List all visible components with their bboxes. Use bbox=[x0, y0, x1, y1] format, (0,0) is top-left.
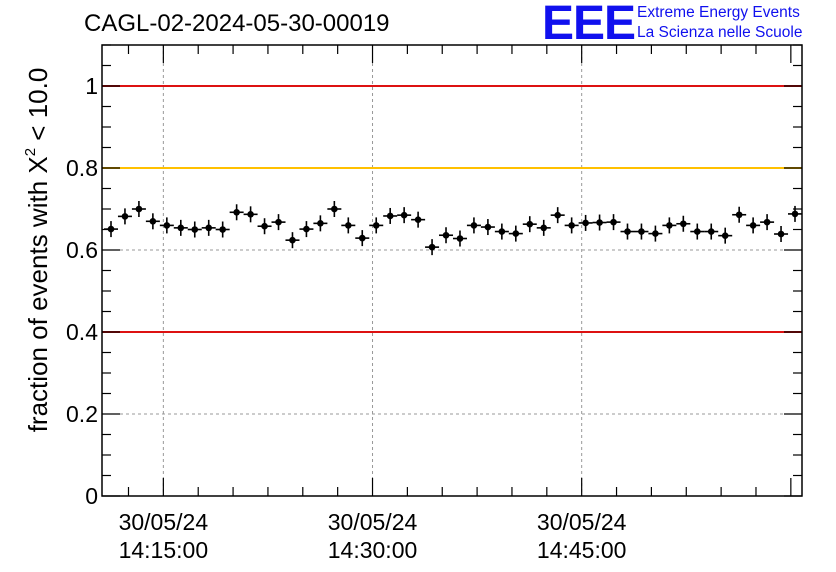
data-point bbox=[229, 204, 244, 221]
data-point bbox=[788, 205, 802, 222]
data-point bbox=[215, 221, 230, 238]
data-point bbox=[257, 218, 272, 235]
data-point bbox=[732, 206, 747, 223]
data-point bbox=[383, 207, 398, 224]
logo-mark: EEE bbox=[542, 0, 636, 50]
data-point bbox=[536, 219, 551, 236]
data-point bbox=[522, 216, 537, 233]
data-point bbox=[271, 214, 286, 231]
y-tick-label: 0 bbox=[85, 483, 98, 509]
data-point bbox=[746, 217, 761, 234]
data-point bbox=[494, 223, 509, 240]
data-point bbox=[578, 214, 593, 231]
data-point bbox=[425, 239, 440, 256]
data-point bbox=[480, 219, 495, 236]
x-tick-label-date: 30/05/24 bbox=[328, 509, 418, 535]
x-tick-label-time: 14:30:00 bbox=[328, 537, 418, 563]
data-point bbox=[355, 230, 370, 247]
data-point bbox=[117, 208, 132, 225]
x-tick-label-time: 14:15:00 bbox=[119, 537, 209, 563]
data-point bbox=[676, 215, 691, 232]
data-point bbox=[662, 217, 677, 234]
data-point bbox=[760, 214, 775, 231]
data-point bbox=[704, 223, 719, 240]
y-axis-label-suffix: < 10.0 bbox=[23, 67, 53, 148]
data-point bbox=[592, 214, 607, 231]
y-tick-label: 0.6 bbox=[66, 237, 98, 263]
data-point bbox=[606, 214, 621, 231]
data-point bbox=[550, 207, 565, 224]
data-point bbox=[327, 201, 342, 217]
y-tick-label: 1 bbox=[85, 73, 98, 99]
data-point bbox=[774, 226, 789, 243]
data-point bbox=[159, 217, 174, 234]
data-point bbox=[299, 221, 314, 238]
data-point bbox=[620, 223, 635, 240]
data-point bbox=[718, 227, 733, 244]
data-point bbox=[173, 219, 188, 236]
logo-line-1: Extreme Energy Events bbox=[637, 4, 800, 21]
data-point bbox=[634, 223, 649, 240]
data-point bbox=[243, 206, 258, 223]
data-point bbox=[201, 219, 216, 236]
y-tick-label: 0.8 bbox=[66, 155, 98, 181]
data-point bbox=[648, 225, 663, 242]
data-point bbox=[439, 227, 454, 244]
x-tick-label-date: 30/05/24 bbox=[119, 509, 209, 535]
y-tick-label: 0.4 bbox=[66, 319, 98, 345]
data-point bbox=[411, 211, 426, 228]
x-tick-label-date: 30/05/24 bbox=[537, 509, 627, 535]
data-point bbox=[131, 201, 146, 217]
data-point bbox=[690, 223, 705, 240]
y-axis-label-prefix: fraction of events with X bbox=[23, 156, 53, 433]
data-point bbox=[285, 232, 300, 249]
data-point bbox=[508, 225, 523, 242]
logo-line-2: La Scienza nelle Scuole bbox=[637, 24, 803, 41]
data-point bbox=[397, 207, 412, 224]
data-point bbox=[466, 217, 481, 234]
data-point bbox=[104, 221, 118, 238]
y-axis-label-superscript: 2 bbox=[22, 147, 39, 157]
data-point bbox=[313, 215, 328, 232]
data-point bbox=[187, 221, 202, 238]
data-point bbox=[452, 230, 467, 247]
eee-logo: EEE Extreme Energy Events La Scienza nel… bbox=[542, 0, 832, 50]
y-axis-label: fraction of events with X2 < 10.0 bbox=[22, 68, 54, 433]
x-tick-label-time: 14:45:00 bbox=[537, 537, 627, 563]
y-tick-label: 0.2 bbox=[66, 401, 98, 427]
chart-title: CAGL-02-2024-05-30-00019 bbox=[84, 10, 390, 37]
plot-frame bbox=[101, 44, 803, 497]
data-point bbox=[369, 217, 384, 234]
data-point bbox=[145, 213, 160, 230]
data-point bbox=[341, 217, 356, 234]
data-point bbox=[564, 217, 579, 234]
